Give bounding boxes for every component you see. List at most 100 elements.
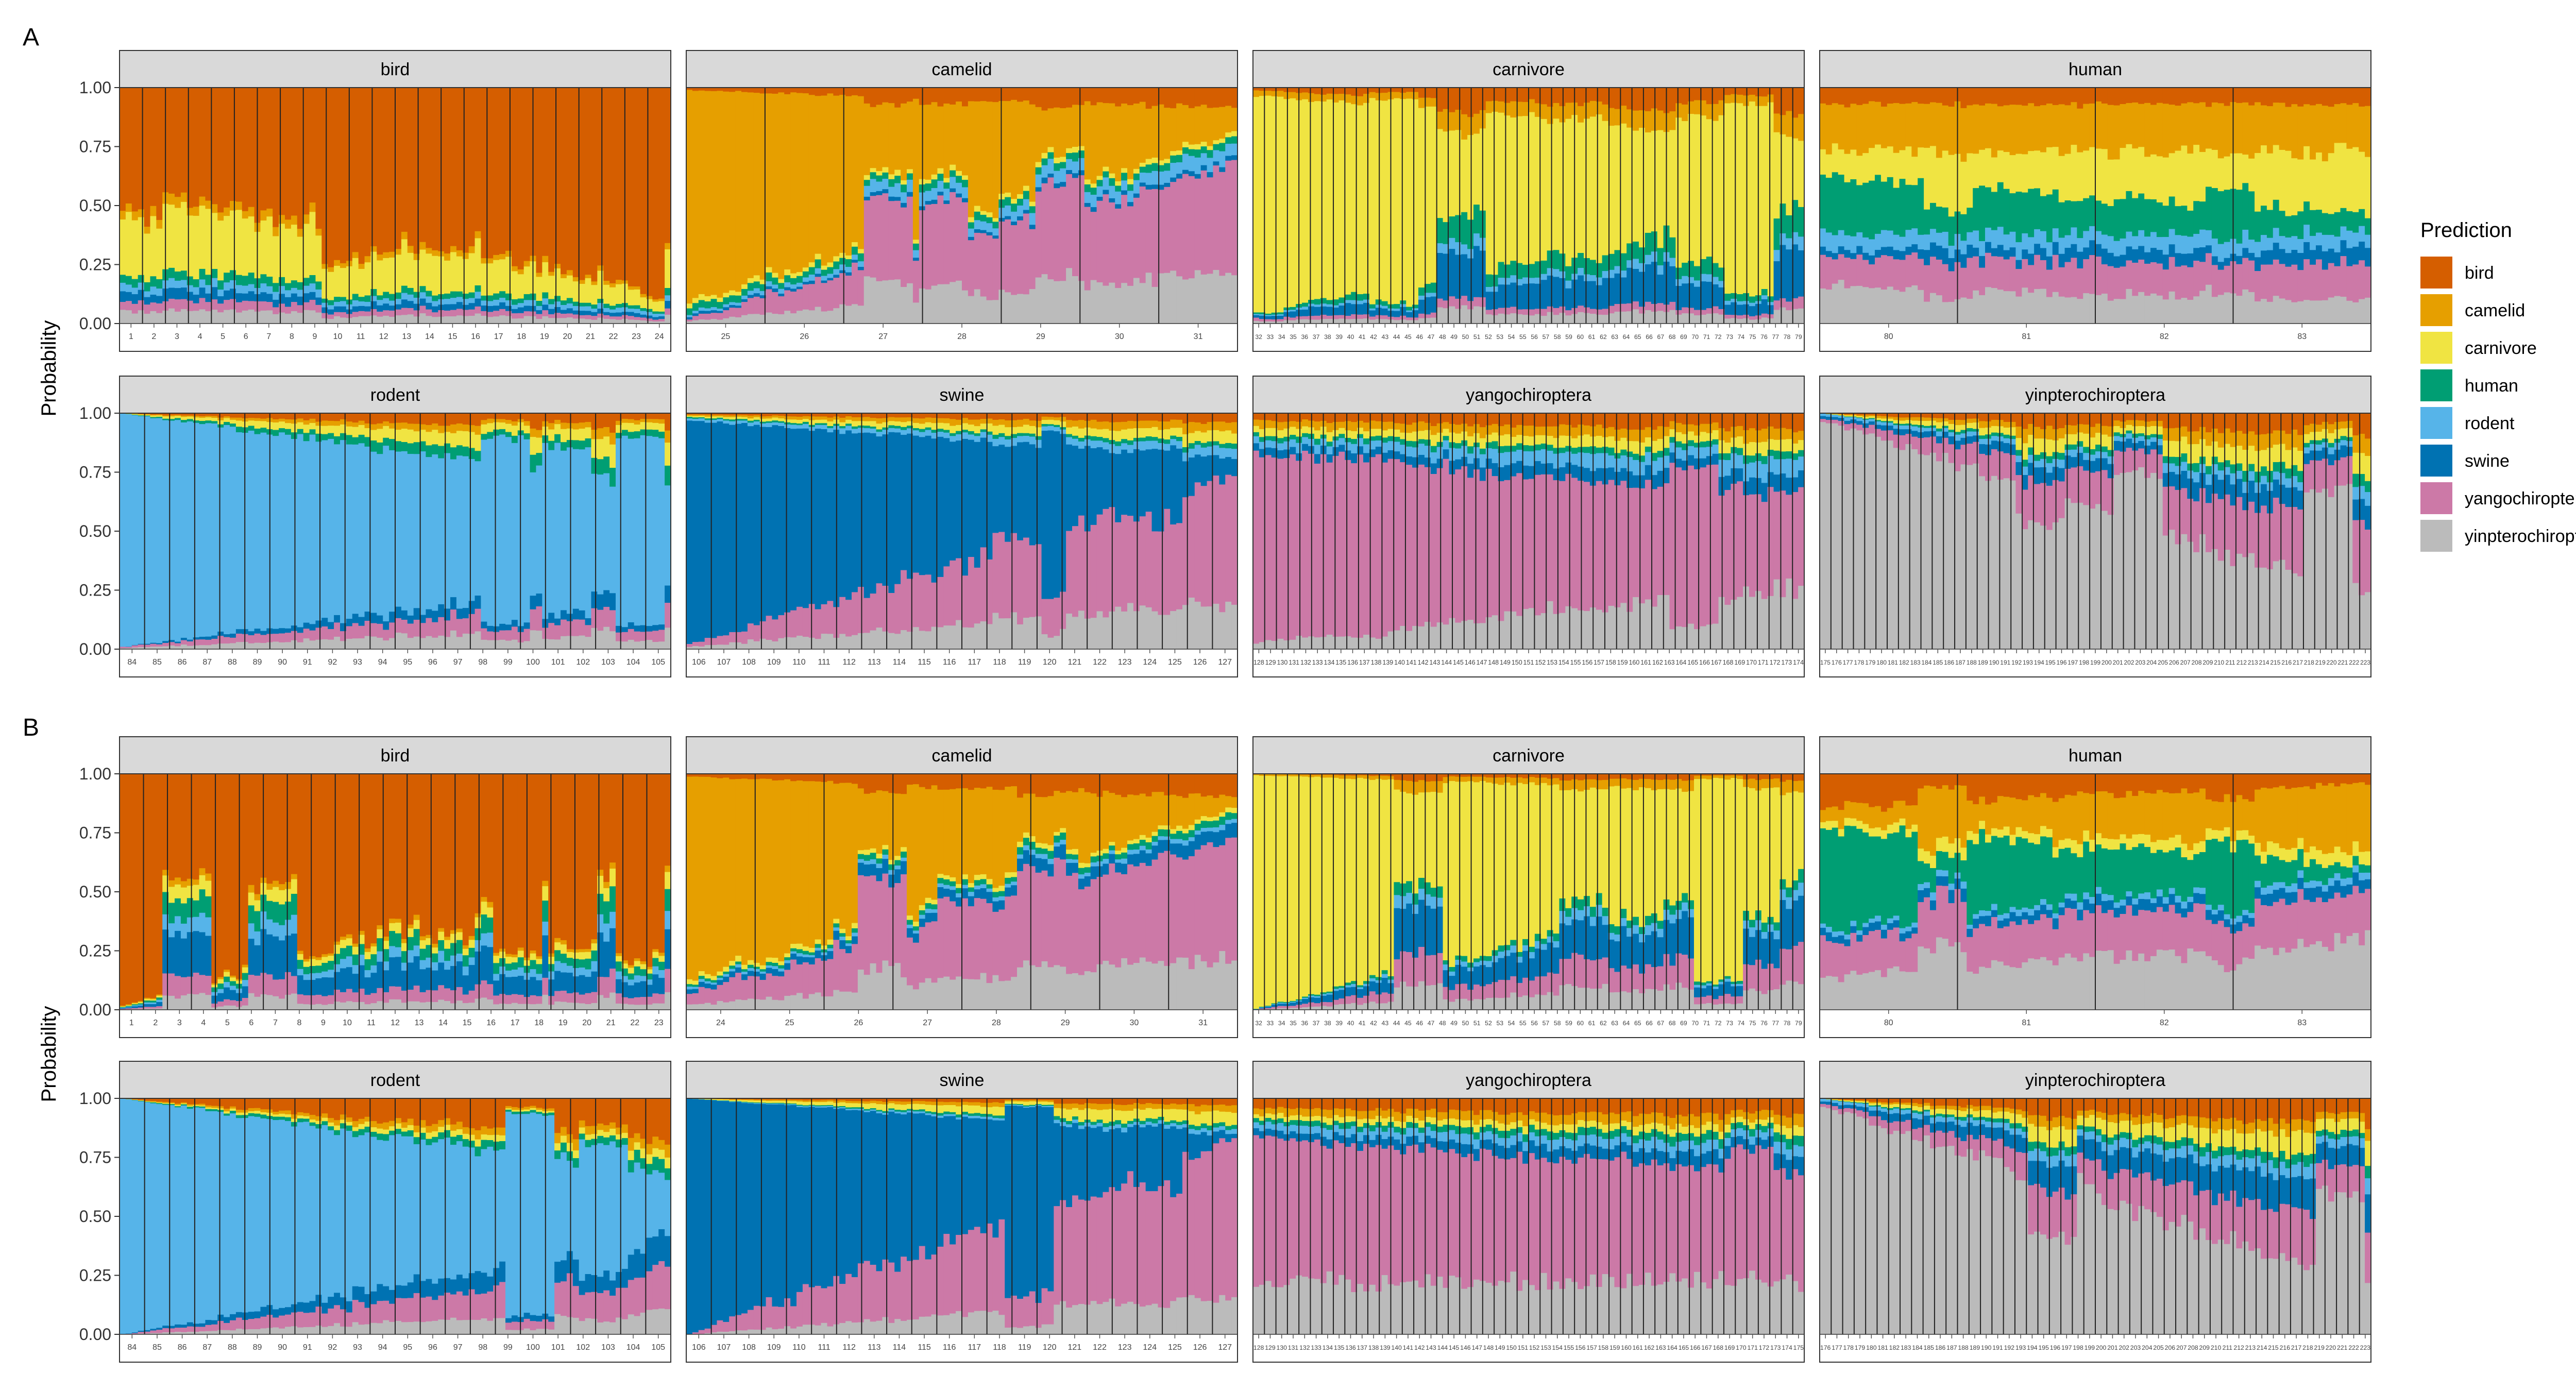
bar-segment-swine — [692, 313, 699, 316]
bar-segment-bird — [1948, 88, 1955, 107]
bar-segment-bird — [248, 413, 255, 418]
bar-segment-yangochiroptera — [925, 574, 932, 632]
bar-segment-bird — [1103, 88, 1109, 104]
bar-segment-carnivore — [1880, 148, 1888, 182]
bar-segment-rodent — [413, 453, 420, 608]
bar-segment-rodent — [230, 280, 236, 289]
bar-segment-rodent — [156, 418, 163, 643]
bar-segment-carnivore — [950, 426, 956, 433]
bar-segment-yinpterochiroptera — [1942, 302, 1949, 324]
bar-segment-carnivore — [383, 258, 389, 292]
bar-segment-yinpterochiroptera — [1351, 637, 1358, 650]
bar-segment-rodent — [1534, 277, 1541, 284]
bar-segment-human — [493, 429, 500, 436]
bar-segment-bird — [1780, 88, 1786, 115]
bar-segment-camelid — [273, 227, 279, 236]
bar-segment-carnivore — [1718, 115, 1725, 268]
bar-segment-rodent — [609, 486, 616, 593]
bar-segment-carnivore — [1767, 102, 1774, 297]
bar-segment-rodent — [1151, 171, 1159, 185]
bar-segment-yangochiroptera — [2187, 267, 2194, 300]
bar-segment-human — [248, 426, 255, 431]
bar-segment-bird — [1584, 88, 1590, 103]
bar-segment-camelid — [704, 91, 711, 296]
x-tick-label: 79 — [1795, 333, 1802, 341]
bar-segment-camelid — [315, 421, 322, 426]
bar-segment-yangochiroptera — [2365, 266, 2371, 298]
bar-segment-carnivore — [2297, 159, 2304, 212]
bar-segment-camelid — [802, 93, 809, 268]
bar-segment-rodent — [1869, 239, 1875, 256]
bar-segment-carnivore — [1096, 429, 1104, 437]
bar-segment-yinpterochiroptera — [2279, 298, 2286, 324]
bar-segment-human — [432, 444, 438, 454]
x-tick-labels: 32 33 34 35 36 37 38 39 40 41 42 43 44 45 46 47 48 49 50 51… — [1255, 324, 1802, 341]
bar-segment-swine — [2034, 243, 2041, 255]
bar-segment-human — [735, 418, 742, 421]
bar-segment-carnivore — [698, 294, 705, 300]
bar-segment-yinpterochiroptera — [1259, 641, 1266, 650]
bar-segment-human — [1473, 204, 1480, 234]
bar-segment-bird — [1387, 413, 1395, 422]
bar-segment-human — [419, 441, 427, 452]
bar-segment-human — [279, 277, 285, 286]
bar-segment-rodent — [1850, 236, 1857, 253]
bar-segment-yangochiroptera — [1856, 254, 1863, 286]
bar-segment-bird — [432, 413, 438, 423]
bar-segment-camelid — [992, 101, 999, 218]
bar-segment-human — [1639, 247, 1646, 263]
bar-segment-camelid — [260, 418, 267, 421]
bar-segment-carnivore — [802, 418, 809, 422]
bar-segment-yangochiroptera — [199, 639, 206, 646]
bar-segment-bird — [426, 88, 432, 248]
bar-segment-carnivore — [2028, 150, 2035, 189]
bar-segment-camelid — [1869, 101, 1875, 148]
bar-segment-bird — [248, 88, 255, 207]
bar-segment-swine — [1449, 248, 1455, 297]
bar-segment-carnivore — [2126, 144, 2132, 191]
bar-segment-carnivore — [1375, 428, 1382, 436]
bar-segment-bird — [1844, 88, 1851, 108]
bar-segment-swine — [710, 310, 718, 313]
bar-segment-swine — [401, 610, 408, 620]
bar-segment-yinpterochiroptera — [665, 627, 671, 650]
x-tick-label: 88 — [228, 658, 237, 667]
bar-segment-yangochiroptera — [450, 310, 457, 317]
bar-segment-carnivore — [1608, 125, 1615, 254]
bar-segment-swine — [919, 436, 926, 575]
bar-segment-swine — [852, 433, 858, 592]
bar-segment-bird — [395, 413, 402, 423]
bar-segment-carnivore — [710, 295, 718, 299]
bar-segment-rodent — [309, 434, 316, 624]
bar-segment-bird — [572, 88, 580, 277]
bar-segment-yinpterochiroptera — [1850, 285, 1857, 324]
bar-segment-camelid — [998, 100, 1005, 194]
bar-segment-bird — [857, 413, 865, 417]
bar-segment-camelid — [980, 418, 987, 424]
bar-segment-rodent — [1825, 232, 1833, 251]
bar-segment-human — [1066, 434, 1073, 437]
bar-segment-camelid — [1967, 105, 1973, 154]
bar-segment-carnivore — [1743, 106, 1750, 294]
bar-segment-bird — [686, 88, 693, 90]
bar-segment-camelid — [692, 414, 699, 416]
bar-segment-camelid — [1412, 422, 1419, 432]
bar-segment-yinpterochiroptera — [2168, 291, 2176, 324]
bar-segment-human — [778, 282, 785, 289]
bar-segment-yangochiroptera — [389, 310, 396, 317]
bar-segment-human — [1290, 307, 1296, 310]
bar-segment-swine — [1406, 456, 1413, 465]
bar-segment-carnivore — [1363, 431, 1370, 439]
bar-segment-human — [523, 433, 531, 439]
bar-segment-yinpterochiroptera — [150, 646, 157, 650]
bar-segment-yangochiroptera — [646, 318, 653, 321]
bar-segment-yinpterochiroptera — [542, 316, 549, 324]
bar-segment-camelid — [912, 418, 920, 423]
bar-segment-camelid — [1066, 419, 1073, 428]
bar-segment-camelid — [1072, 420, 1079, 427]
bar-segment-camelid — [882, 102, 889, 167]
bar-segment-human — [536, 300, 543, 306]
bar-segment-camelid — [1308, 93, 1315, 102]
bar-segment-camelid — [303, 214, 310, 224]
bar-segment-carnivore — [1363, 103, 1370, 294]
